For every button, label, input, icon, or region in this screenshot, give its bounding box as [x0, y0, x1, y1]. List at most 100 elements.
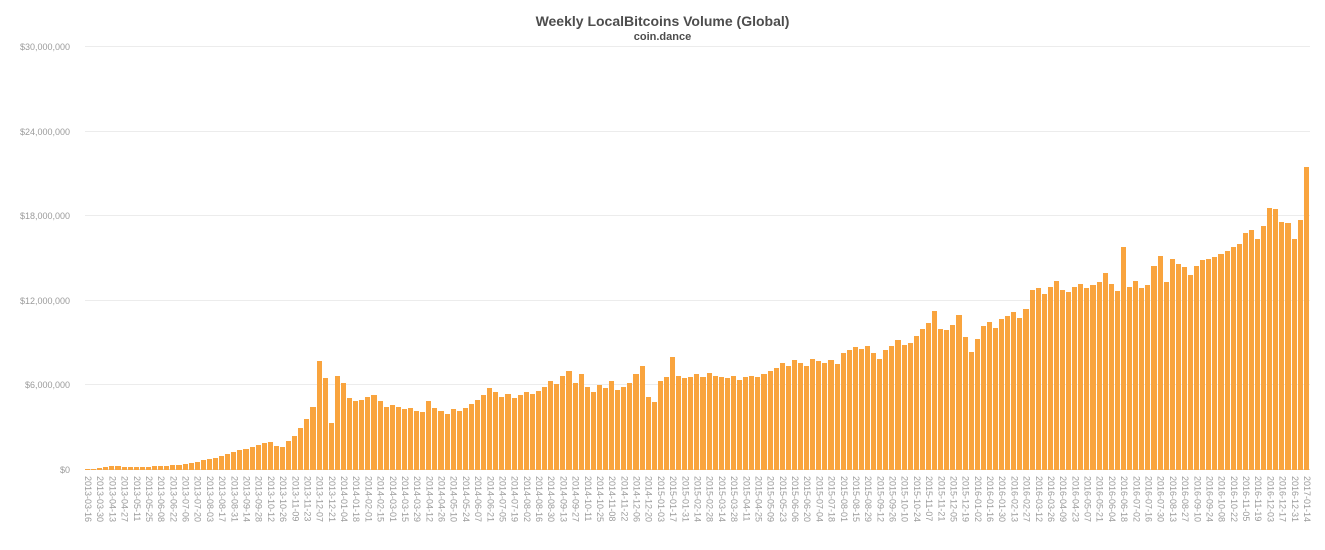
- volume-bar[interactable]: [395, 406, 401, 470]
- volume-bar[interactable]: [1169, 258, 1175, 470]
- volume-bar[interactable]: [322, 378, 328, 470]
- volume-bar[interactable]: [426, 400, 432, 470]
- volume-bar[interactable]: [706, 372, 712, 470]
- volume-bar[interactable]: [1011, 312, 1017, 470]
- volume-bar[interactable]: [1017, 317, 1023, 470]
- volume-bar[interactable]: [1200, 259, 1206, 470]
- volume-bar[interactable]: [852, 347, 858, 470]
- volume-bar[interactable]: [767, 371, 773, 470]
- volume-bar[interactable]: [572, 382, 578, 470]
- volume-bar[interactable]: [1248, 230, 1254, 470]
- volume-bar[interactable]: [468, 403, 474, 470]
- volume-bar[interactable]: [560, 375, 566, 470]
- volume-bar[interactable]: [475, 399, 481, 470]
- volume-bar[interactable]: [694, 374, 700, 470]
- volume-bar[interactable]: [133, 467, 139, 470]
- volume-bar[interactable]: [359, 399, 365, 470]
- volume-bar[interactable]: [542, 386, 548, 470]
- volume-bar[interactable]: [1267, 207, 1273, 470]
- volume-bar[interactable]: [231, 451, 237, 470]
- volume-bar[interactable]: [401, 409, 407, 470]
- volume-bar[interactable]: [962, 337, 968, 470]
- volume-bar[interactable]: [724, 378, 730, 470]
- volume-bar[interactable]: [194, 461, 200, 470]
- volume-bar[interactable]: [1218, 254, 1224, 470]
- volume-bar[interactable]: [1047, 286, 1053, 470]
- volume-bar[interactable]: [139, 466, 145, 470]
- volume-bar[interactable]: [889, 345, 895, 470]
- volume-bar[interactable]: [1023, 309, 1029, 470]
- volume-bar[interactable]: [1255, 238, 1261, 470]
- volume-bar[interactable]: [602, 388, 609, 470]
- volume-bar[interactable]: [334, 375, 340, 470]
- volume-bar[interactable]: [779, 362, 785, 470]
- volume-bar[interactable]: [1029, 289, 1035, 470]
- volume-bar[interactable]: [523, 392, 529, 470]
- volume-bar[interactable]: [456, 410, 462, 470]
- volume-bar[interactable]: [280, 446, 286, 470]
- volume-bar[interactable]: [316, 361, 322, 470]
- volume-bar[interactable]: [414, 410, 420, 470]
- volume-bar[interactable]: [255, 444, 261, 470]
- volume-bar[interactable]: [871, 352, 877, 470]
- volume-bar[interactable]: [1145, 285, 1151, 470]
- volume-bar[interactable]: [797, 362, 804, 470]
- volume-bar[interactable]: [1066, 292, 1072, 470]
- volume-bar[interactable]: [566, 371, 572, 470]
- volume-bar[interactable]: [97, 468, 103, 470]
- volume-bar[interactable]: [901, 344, 907, 470]
- volume-bar[interactable]: [999, 319, 1005, 470]
- volume-bar[interactable]: [968, 351, 974, 470]
- volume-bar[interactable]: [383, 406, 389, 470]
- volume-bar[interactable]: [170, 465, 176, 470]
- volume-bar[interactable]: [243, 448, 249, 470]
- volume-bar[interactable]: [286, 441, 292, 470]
- volume-bar[interactable]: [444, 413, 450, 470]
- volume-bar[interactable]: [127, 467, 133, 470]
- volume-bar[interactable]: [791, 360, 797, 470]
- volume-bar[interactable]: [596, 385, 602, 470]
- volume-bar[interactable]: [273, 445, 279, 470]
- volume-bar[interactable]: [919, 329, 925, 470]
- volume-bar[interactable]: [450, 409, 456, 470]
- volume-bar[interactable]: [1102, 272, 1108, 470]
- volume-bar[interactable]: [1163, 282, 1169, 470]
- volume-bar[interactable]: [773, 368, 779, 470]
- volume-bar[interactable]: [1139, 288, 1145, 470]
- volume-bar[interactable]: [188, 462, 194, 470]
- volume-bar[interactable]: [1187, 275, 1194, 470]
- volume-bar[interactable]: [1041, 293, 1047, 470]
- volume-bar[interactable]: [121, 466, 127, 470]
- volume-bar[interactable]: [261, 442, 267, 470]
- volume-bar[interactable]: [804, 365, 810, 470]
- volume-bar[interactable]: [913, 336, 919, 470]
- volume-bar[interactable]: [347, 398, 353, 470]
- volume-bar[interactable]: [1005, 316, 1011, 470]
- volume-bar[interactable]: [407, 407, 414, 470]
- volume-bar[interactable]: [956, 314, 962, 470]
- volume-bar[interactable]: [1303, 166, 1309, 470]
- volume-bar[interactable]: [212, 457, 219, 470]
- volume-bar[interactable]: [176, 464, 182, 470]
- volume-bar[interactable]: [1181, 266, 1187, 470]
- volume-bar[interactable]: [152, 466, 158, 470]
- volume-bar[interactable]: [1120, 247, 1127, 470]
- volume-bar[interactable]: [1078, 283, 1084, 470]
- volume-bar[interactable]: [1072, 286, 1078, 470]
- volume-bar[interactable]: [529, 393, 535, 470]
- volume-bar[interactable]: [481, 395, 487, 470]
- volume-bar[interactable]: [639, 365, 645, 470]
- volume-bar[interactable]: [237, 449, 243, 470]
- volume-bar[interactable]: [883, 350, 889, 470]
- volume-bar[interactable]: [462, 407, 468, 470]
- volume-bar[interactable]: [858, 348, 864, 470]
- volume-bar[interactable]: [554, 384, 560, 470]
- volume-bar[interactable]: [657, 381, 663, 470]
- volume-bar[interactable]: [517, 395, 523, 470]
- volume-bar[interactable]: [158, 466, 164, 470]
- volume-bar[interactable]: [511, 398, 517, 470]
- volume-bar[interactable]: [340, 382, 347, 470]
- volume-bar[interactable]: [225, 454, 231, 470]
- volume-bar[interactable]: [1279, 221, 1285, 470]
- volume-bar[interactable]: [578, 374, 584, 470]
